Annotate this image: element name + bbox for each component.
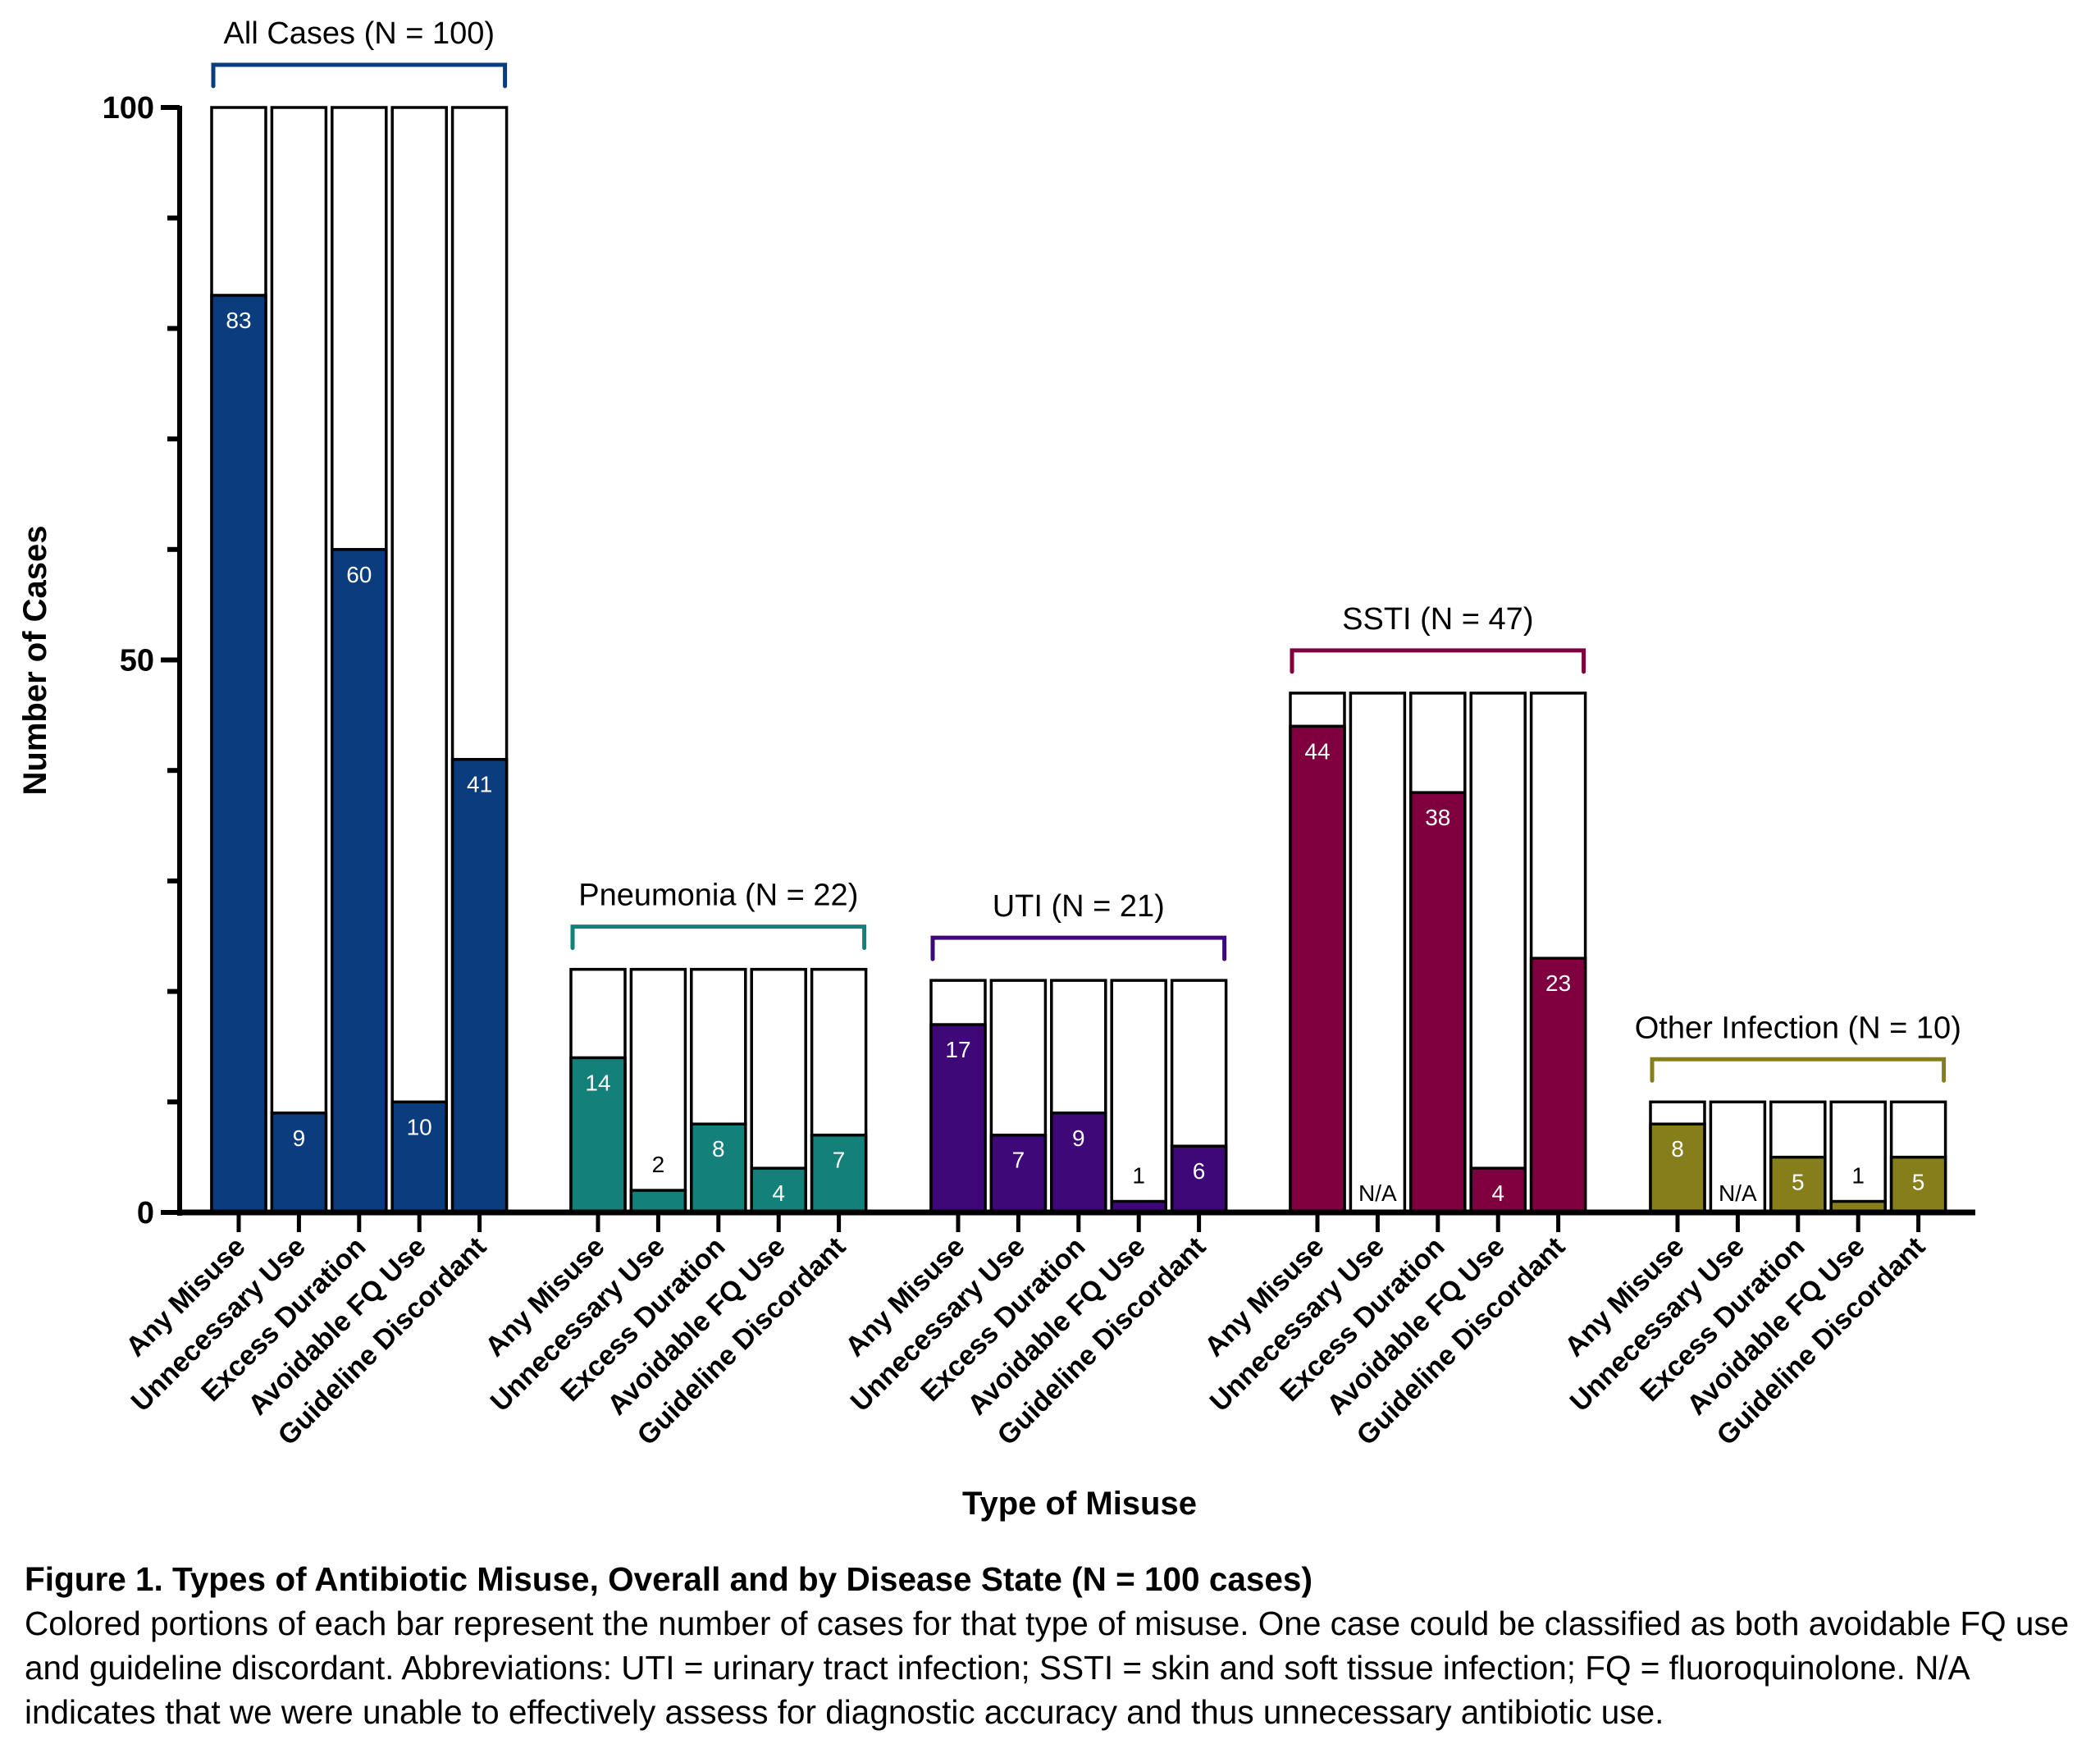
value-bar bbox=[1409, 791, 1467, 1214]
total-bar bbox=[1709, 1100, 1767, 1214]
value-bar bbox=[690, 1122, 747, 1214]
value-bar bbox=[450, 757, 509, 1214]
data-label: 1 bbox=[1851, 1163, 1865, 1189]
value-bar bbox=[1769, 1155, 1827, 1214]
y-axis-label: Number of Cases bbox=[17, 526, 53, 796]
group-bracket bbox=[1290, 648, 1586, 674]
group-label: Other Infection (N = 10) bbox=[1635, 1011, 1961, 1045]
value-bar bbox=[331, 548, 388, 1214]
value-bar bbox=[929, 1023, 987, 1214]
data-label: 6 bbox=[1193, 1158, 1206, 1184]
bar-group-all-cases: All Cases (N = 100) 83 9 60 10 41 bbox=[210, 16, 509, 1214]
data-label: 4 bbox=[1491, 1180, 1504, 1206]
figure-caption: Figure 1. Types of Antibiotic Misuse, Ov… bbox=[25, 1557, 2084, 1734]
value-bar bbox=[810, 1133, 868, 1214]
total-bar bbox=[270, 106, 328, 1214]
y-ticks: 0 50 100 bbox=[103, 91, 180, 1230]
group-bracket bbox=[930, 935, 1227, 961]
y-tick-label: 0 bbox=[137, 1196, 154, 1230]
value-bar bbox=[390, 1100, 448, 1214]
bar-group-uti: UTI (N = 21) 17 7 9 1 6 bbox=[929, 889, 1228, 1214]
caption-title: Figure 1. Types of Antibiotic Misuse, Ov… bbox=[25, 1560, 1312, 1598]
value-bar bbox=[1529, 956, 1587, 1214]
value-bar bbox=[629, 1189, 687, 1214]
group-bracket bbox=[211, 62, 508, 89]
data-label: 9 bbox=[1072, 1125, 1085, 1151]
data-label: 83 bbox=[226, 308, 251, 333]
data-label: 60 bbox=[346, 562, 372, 587]
data-label: 10 bbox=[407, 1114, 432, 1139]
bar-group-other-infection: Other Infection (N = 10) 8 N/A 5 1 5 bbox=[1635, 1011, 1961, 1214]
data-label: N/A bbox=[1719, 1180, 1757, 1206]
value-bar bbox=[1469, 1166, 1527, 1214]
data-label: 38 bbox=[1425, 805, 1450, 830]
data-label: 14 bbox=[585, 1070, 610, 1095]
group-bracket bbox=[1650, 1057, 1947, 1083]
value-bar bbox=[210, 294, 267, 1214]
total-bar bbox=[1829, 1100, 1887, 1214]
x-axis-label: Type of Misuse bbox=[962, 1486, 1197, 1522]
data-label: 7 bbox=[1012, 1148, 1025, 1173]
data-label: 2 bbox=[652, 1152, 665, 1177]
data-label: 7 bbox=[833, 1148, 846, 1173]
group-label: All Cases (N = 100) bbox=[224, 16, 495, 51]
data-label: 8 bbox=[712, 1136, 725, 1162]
group-label: Pneumonia (N = 22) bbox=[578, 879, 858, 913]
data-label: 4 bbox=[772, 1180, 785, 1206]
data-label: 41 bbox=[467, 772, 492, 797]
group-bracket bbox=[570, 925, 867, 951]
group-label: SSTI (N = 47) bbox=[1342, 602, 1533, 637]
total-bar bbox=[1469, 692, 1527, 1214]
caption-body: Colored portions of each bar represent t… bbox=[25, 1605, 2070, 1731]
total-bar bbox=[1349, 692, 1407, 1214]
total-bar bbox=[1110, 979, 1167, 1214]
data-label: 9 bbox=[293, 1125, 306, 1151]
data-label: 8 bbox=[1671, 1136, 1684, 1162]
value-bar bbox=[1050, 1112, 1107, 1214]
value-bar bbox=[1289, 724, 1346, 1214]
data-label: N/A bbox=[1358, 1180, 1397, 1206]
group-label: UTI (N = 21) bbox=[993, 889, 1165, 924]
y-tick-label: 100 bbox=[103, 91, 154, 126]
value-bar bbox=[1170, 1144, 1228, 1214]
bar-group-ssti: SSTI (N = 47) 44 N/A 38 4 23 bbox=[1289, 602, 1587, 1214]
y-tick-label: 50 bbox=[120, 644, 154, 678]
data-label: 1 bbox=[1132, 1163, 1145, 1189]
total-bar bbox=[629, 967, 687, 1214]
data-label: 44 bbox=[1304, 738, 1330, 764]
bar-group-pneumonia: Pneumonia (N = 22) 14 2 8 4 7 bbox=[569, 879, 868, 1214]
data-label: 23 bbox=[1545, 970, 1571, 996]
data-label: 5 bbox=[1912, 1170, 1925, 1195]
data-label: 17 bbox=[945, 1037, 970, 1062]
data-label: 5 bbox=[1792, 1170, 1805, 1195]
total-bar bbox=[390, 106, 448, 1214]
